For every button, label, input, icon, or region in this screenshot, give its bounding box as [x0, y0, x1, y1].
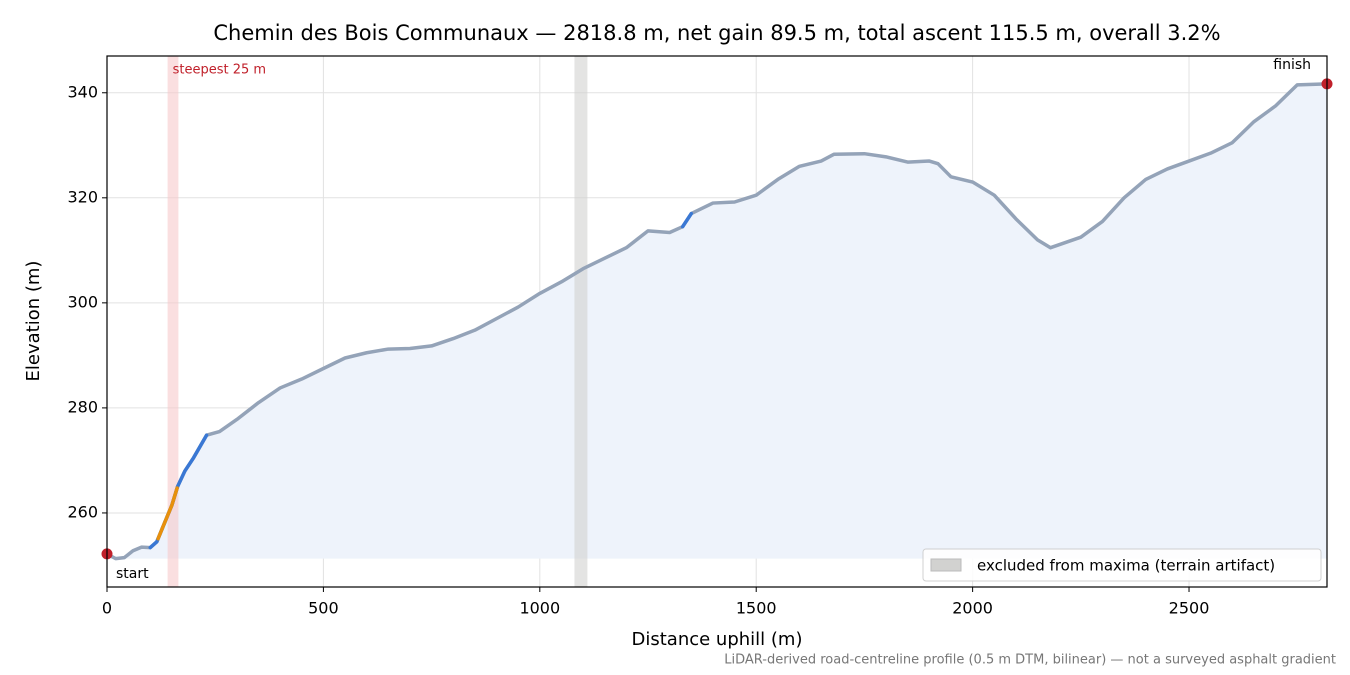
y-tick-label: 340 [67, 82, 98, 101]
y-tick-label: 320 [67, 187, 98, 206]
plot-frame [106, 55, 1328, 588]
footnote: LiDAR-derived road-centreline profile (0… [724, 653, 1336, 668]
x-tick-label: 0 [102, 599, 112, 618]
start-label: start [116, 566, 149, 582]
legend-swatch [930, 558, 962, 572]
span [167, 56, 179, 587]
y-tick-label: 260 [67, 502, 98, 521]
y-tick-label: 280 [67, 397, 98, 416]
span-label: steepest 25 m [173, 63, 266, 78]
x-tick-label: 2500 [1169, 599, 1210, 618]
legend-label: excluded from maxima (terrain artifact) [977, 557, 1275, 575]
highlight-segment [156, 486, 179, 541]
y-tick-label: 300 [67, 292, 98, 311]
y-axis-label: Elevation (m) [23, 261, 44, 382]
x-axis-label: Distance uphill (m) [632, 629, 803, 650]
x-tick-label: 2000 [952, 599, 993, 618]
highlight-segment [680, 211, 694, 229]
x-tick-label: 1500 [736, 599, 777, 618]
span [574, 56, 588, 587]
legend-box [922, 548, 1322, 582]
area-fill [107, 83, 1327, 559]
x-tick-label: 1000 [519, 599, 560, 618]
x-tick-label: 500 [308, 599, 339, 618]
chart-title: Chemin des Bois Communaux — 2818.8 m, ne… [213, 21, 1220, 45]
finish-label: finish [1273, 57, 1311, 73]
